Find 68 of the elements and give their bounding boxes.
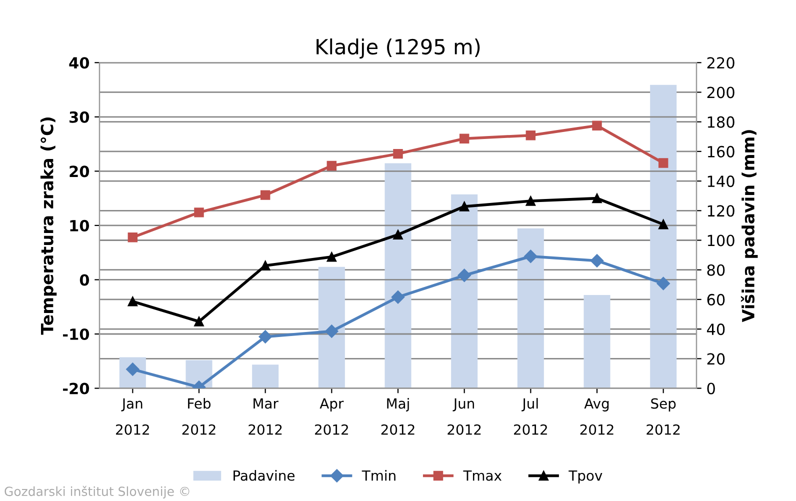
y-tick-label: 30 [70,111,90,123]
y2-tick-label: 40 [706,324,725,336]
y2-tick-label: 20 [707,353,725,365]
point [325,324,338,338]
y2-tick-label: 180 [708,116,734,128]
legend-label: Tpov [568,470,602,484]
y-axis-title: Temperatura zraka (°C) [40,118,57,335]
y-tick-label: 40 [69,57,90,69]
point [590,254,604,268]
point [260,260,270,270]
point [128,296,138,306]
point [656,276,670,290]
bar [451,194,478,388]
legend-label: Tmax [463,470,502,481]
legend-label: Padavine [234,470,294,481]
point [658,158,668,168]
y2-axis-title: Višina padavin (mm) [740,130,758,322]
x-tick-label: Mar 2012 [248,398,282,435]
y2-tick-label: 60 [707,294,725,306]
y-tick-label: -20 [63,382,90,394]
y2-tick-label: 100 [708,234,734,246]
point [524,250,538,263]
y2-tick-label: 140 [708,176,734,188]
point [526,130,536,140]
point [194,316,204,326]
y-tick-label: 0 [80,274,90,286]
x-tick-label: Feb 2012 [182,398,216,435]
x-tick-label: Maj 2012 [381,398,414,435]
legend-label: Tmin [362,470,396,481]
point [592,120,602,130]
point [526,196,536,206]
x-tick-label: Avg 2012 [580,398,614,435]
point [393,148,403,159]
x-tick-label: Jul 2012 [514,398,547,435]
x-tick-label: Jan 2012 [116,398,149,435]
point [393,230,403,240]
point [194,208,204,218]
chart-title: Kladje (1295 m) [316,38,480,59]
bar [650,84,677,388]
point [458,268,471,282]
bar [318,266,345,388]
y2-tick-label: 160 [708,146,734,158]
y2-tick-label: 80 [707,264,725,276]
point [459,202,470,212]
bar [252,364,279,388]
y2-tick-label: 200 [707,86,734,98]
point [326,160,337,171]
text: Gozdarski inštitut Slovenije © [4,486,190,498]
bar [584,295,610,388]
point [260,190,270,200]
x-tick-label: Jun 2012 [448,398,481,435]
point [128,232,138,242]
y2-tick-label: 120 [708,205,734,217]
point [326,252,337,262]
x-tick-label: Sep 2012 [646,398,680,435]
bar [384,163,412,388]
y2-tick-label: 0 [707,382,715,394]
y-tick-label: 20 [70,166,90,178]
point [459,134,470,144]
point [391,290,405,304]
point [592,193,602,204]
bar [517,228,544,388]
y-tick-label: 10 [70,220,90,232]
point [658,220,668,230]
x-tick-label: Apr 2012 [315,398,348,435]
y-tick-label: -10 [63,328,90,340]
y2-tick-label: 220 [707,57,734,69]
point [258,330,272,344]
